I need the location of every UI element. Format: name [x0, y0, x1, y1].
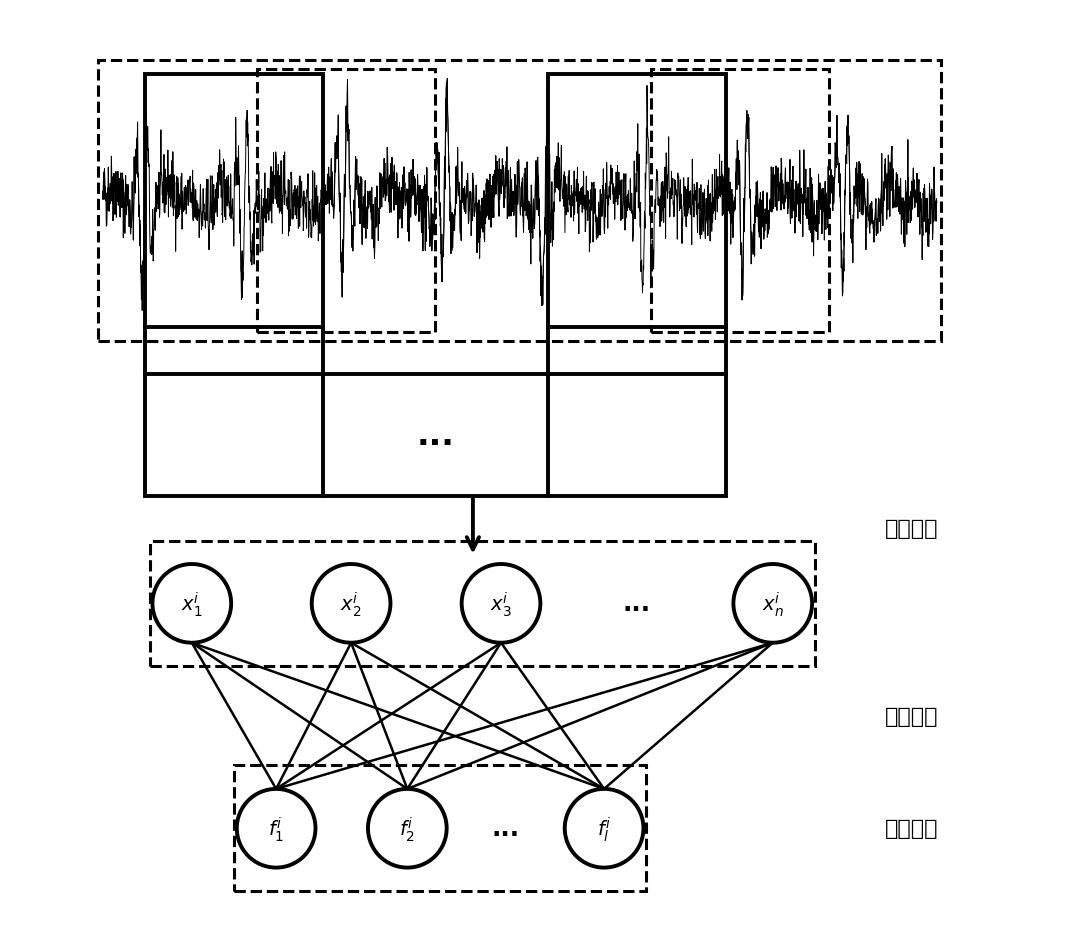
Text: 学习特征: 学习特征 — [885, 818, 939, 839]
Text: ...: ... — [491, 816, 520, 841]
Circle shape — [733, 564, 812, 643]
Text: $f_2^i$: $f_2^i$ — [400, 814, 416, 842]
Text: $x_2^i$: $x_2^i$ — [340, 590, 362, 618]
Text: 权値矩阵: 权値矩阵 — [885, 706, 939, 726]
Circle shape — [153, 564, 232, 643]
Text: $x_1^i$: $x_1^i$ — [181, 590, 202, 618]
Circle shape — [564, 789, 643, 868]
FancyBboxPatch shape — [145, 374, 726, 496]
Text: $x_3^i$: $x_3^i$ — [490, 590, 512, 618]
Text: $f_l^i$: $f_l^i$ — [597, 814, 611, 842]
Circle shape — [368, 789, 447, 868]
FancyBboxPatch shape — [145, 75, 323, 328]
Text: 输入样本: 输入样本 — [885, 519, 939, 539]
Text: ...: ... — [623, 592, 651, 616]
Text: $f_1^i$: $f_1^i$ — [268, 814, 284, 842]
FancyBboxPatch shape — [548, 75, 726, 328]
Text: $x_n^i$: $x_n^i$ — [761, 590, 784, 618]
Text: ...: ... — [417, 418, 454, 452]
Circle shape — [237, 789, 316, 868]
Circle shape — [311, 564, 391, 643]
Circle shape — [462, 564, 541, 643]
